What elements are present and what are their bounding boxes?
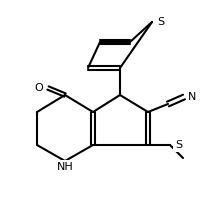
Text: NH: NH: [57, 162, 73, 172]
Text: N: N: [188, 92, 196, 102]
Text: O: O: [34, 83, 43, 93]
Text: S: S: [157, 17, 164, 27]
Text: S: S: [175, 140, 182, 150]
